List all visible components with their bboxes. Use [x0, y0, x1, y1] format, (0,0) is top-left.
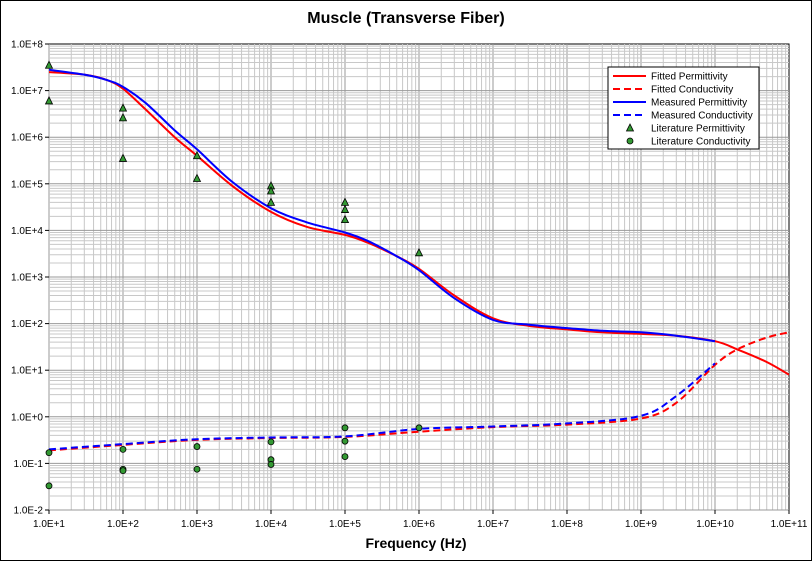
y-tick-label: 1.0E+6	[11, 133, 43, 144]
x-tick-label: 1.0E+8	[551, 519, 583, 530]
legend-label: Fitted Conductivity	[651, 85, 733, 96]
literature-permittivity-point	[118, 153, 128, 162]
y-tick-label: 1.0E+2	[11, 319, 43, 330]
x-tick-label: 1.0E+11	[771, 519, 808, 530]
literature-permittivity-point	[192, 173, 202, 182]
x-tick-label: 1.0E+3	[181, 519, 213, 530]
y-tick-label: 1.0E+0	[11, 412, 43, 423]
x-axis-label: Frequency (Hz)	[365, 535, 466, 551]
measured-permittivity-line	[48, 68, 716, 343]
y-tick-label: 1.0E+1	[11, 366, 43, 377]
y-tick-label: 1.0E+4	[11, 226, 43, 237]
legend: Fitted Permittivity Fitted Conductivity Me…	[607, 66, 760, 150]
tick-labels: 1.0E+1 1.0E+2 1.0E+3 1.0E+4 1.0E+5 1.0E+6 1.0E…	[11, 40, 808, 531]
measured-conductivity-line	[48, 362, 716, 451]
literature-conductivity-point	[341, 437, 349, 445]
legend-item-fitted-permittivity: Fitted Permittivity	[613, 72, 728, 83]
literature-permittivity-series	[44, 60, 424, 257]
literature-conductivity-point	[193, 443, 201, 450]
grid-lines	[48, 44, 789, 511]
x-tick-label: 1.0E+1	[33, 519, 65, 530]
legend-box	[607, 66, 760, 150]
literature-permittivity-point	[340, 214, 350, 224]
literature-permittivity-point	[414, 247, 424, 257]
legend-item-literature-permittivity: Literature Permittivity	[625, 123, 745, 135]
x-tick-label: 1.0E+10	[696, 519, 734, 530]
legend-item-measured-conductivity: Measured Conductivity	[613, 111, 753, 122]
literature-permittivity-point	[192, 150, 202, 160]
y-tick-label: 1.0E+3	[11, 273, 43, 284]
literature-conductivity-point	[119, 467, 127, 475]
literature-permittivity-point	[266, 186, 276, 195]
legend-item-literature-conductivity: Literature Conductivity	[626, 137, 751, 148]
literature-permittivity-point	[266, 197, 276, 206]
x-tick-label: 1.0E+9	[625, 519, 657, 530]
x-tick-label: 1.0E+6	[403, 519, 435, 530]
x-tick-label: 1.0E+4	[255, 519, 287, 530]
literature-permittivity-point	[44, 60, 54, 69]
legend-label: Literature Conductivity	[651, 137, 751, 148]
x-tick-label: 1.0E+2	[107, 519, 139, 530]
legend-label: Measured Permittivity	[651, 98, 747, 109]
legend-swatch	[626, 137, 634, 145]
y-tick-label: 1.0E+8	[11, 40, 43, 51]
literature-conductivity-point	[341, 453, 349, 460]
literature-permittivity-point	[118, 103, 128, 112]
literature-conductivity-point	[267, 461, 275, 468]
literature-permittivity-point	[44, 96, 54, 105]
y-tick-label: 1.0E+7	[11, 86, 43, 97]
data-series	[44, 60, 790, 490]
literature-conductivity-point	[45, 482, 53, 490]
literature-conductivity-point	[119, 445, 127, 453]
literature-permittivity-point	[118, 112, 128, 122]
legend-item-fitted-conductivity: Fitted Conductivity	[613, 85, 733, 96]
literature-conductivity-point	[267, 438, 275, 446]
measured-conductivity-series	[48, 362, 716, 451]
x-tick-label: 1.0E+7	[477, 519, 509, 530]
literature-conductivity-point	[193, 465, 201, 473]
literature-conductivity-point	[45, 449, 53, 457]
literature-conductivity-point	[415, 424, 423, 432]
legend-label: Literature Permittivity	[651, 124, 745, 135]
x-tick-label: 1.0E+5	[329, 519, 361, 530]
legend-item-measured-permittivity: Measured Permittivity	[613, 98, 747, 109]
chart-title: Muscle (Transverse Fiber)	[307, 10, 504, 27]
legend-swatch	[625, 123, 635, 132]
legend-label: Measured Conductivity	[651, 111, 753, 122]
literature-permittivity-point	[340, 204, 350, 213]
literature-conductivity-series	[45, 424, 423, 490]
y-tick-label: 1.0E+5	[11, 179, 43, 190]
y-tick-label: 1.0E-2	[14, 506, 44, 517]
y-tick-label: 1.0E-1	[14, 459, 44, 470]
legend-label: Fitted Permittivity	[651, 72, 728, 83]
measured-permittivity-series	[48, 68, 716, 343]
literature-conductivity-point	[341, 424, 349, 432]
